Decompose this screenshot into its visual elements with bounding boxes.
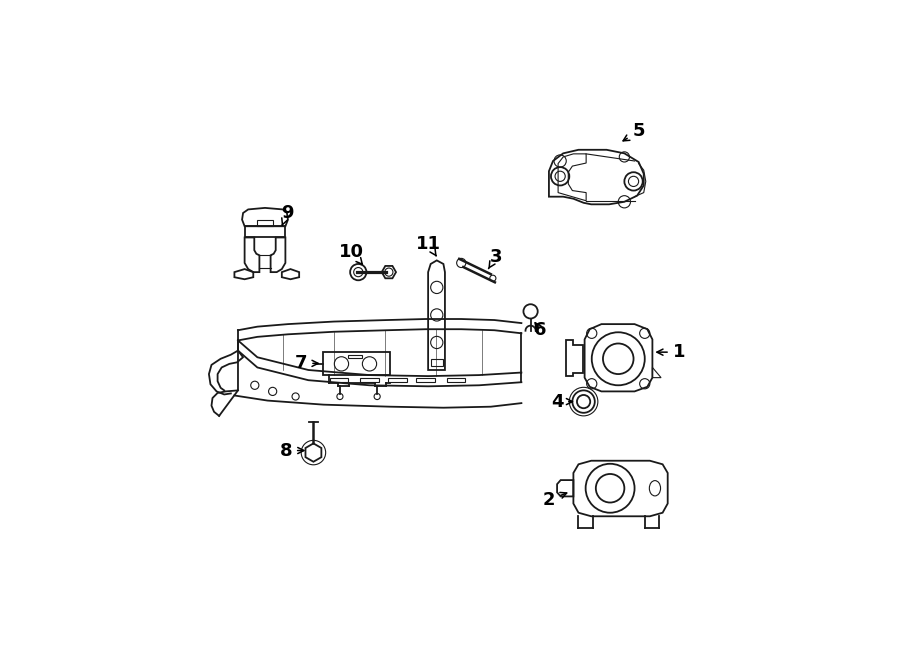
Text: 6: 6 xyxy=(534,321,546,339)
Text: 1: 1 xyxy=(657,343,685,361)
Text: 2: 2 xyxy=(543,491,567,509)
Text: 9: 9 xyxy=(281,204,293,225)
Text: 8: 8 xyxy=(279,442,304,459)
Text: 5: 5 xyxy=(623,122,645,141)
Text: 7: 7 xyxy=(295,354,318,372)
Text: 3: 3 xyxy=(489,248,502,269)
Text: 10: 10 xyxy=(339,243,365,264)
Text: 4: 4 xyxy=(551,393,572,410)
Text: 11: 11 xyxy=(416,234,441,256)
